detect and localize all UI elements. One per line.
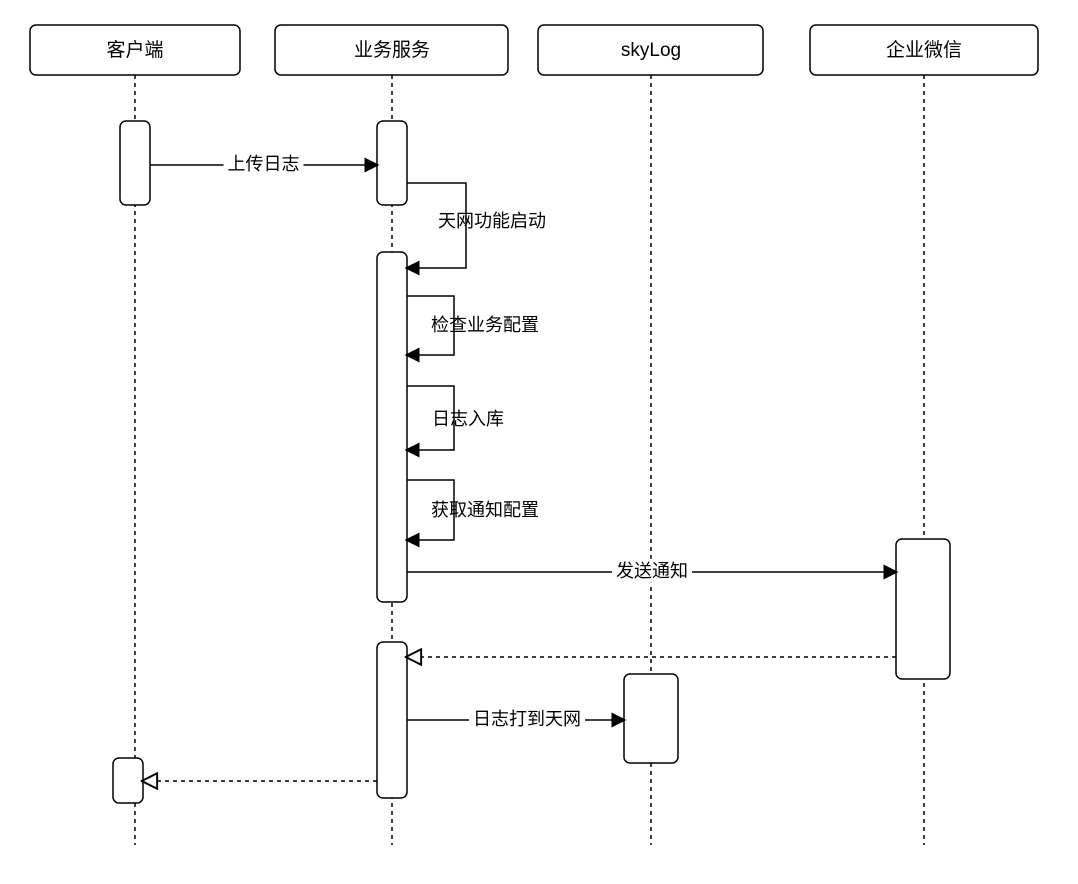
activation-wechat-3 bbox=[896, 539, 950, 679]
message-label-store: 日志入库 bbox=[432, 409, 504, 429]
message-label-start: 天网功能启动 bbox=[438, 211, 546, 231]
activation-service-4 bbox=[377, 642, 407, 798]
sequence-diagram: 上传日志天网功能启动检查业务配置日志入库获取通知配置发送通知日志打到天网 客户端… bbox=[0, 0, 1078, 884]
activation-service-2 bbox=[377, 252, 407, 602]
message-label-check: 检查业务配置 bbox=[431, 315, 539, 335]
activation-service-1 bbox=[377, 121, 407, 205]
activation-client-0 bbox=[120, 121, 150, 205]
participant-label-service: 业务服务 bbox=[354, 39, 430, 61]
message-label-upload: 上传日志 bbox=[228, 154, 300, 174]
message-label-getcfg: 获取通知配置 bbox=[431, 500, 539, 520]
participant-label-client: 客户端 bbox=[106, 39, 163, 61]
participant-label-wechat: 企业微信 bbox=[886, 39, 962, 61]
activation-client-6 bbox=[113, 758, 143, 803]
message-label-notify: 发送通知 bbox=[616, 561, 688, 581]
activation-skylog-5 bbox=[624, 674, 678, 763]
participant-label-skylog: skyLog bbox=[621, 40, 681, 61]
message-label-toSky: 日志打到天网 bbox=[473, 709, 581, 729]
